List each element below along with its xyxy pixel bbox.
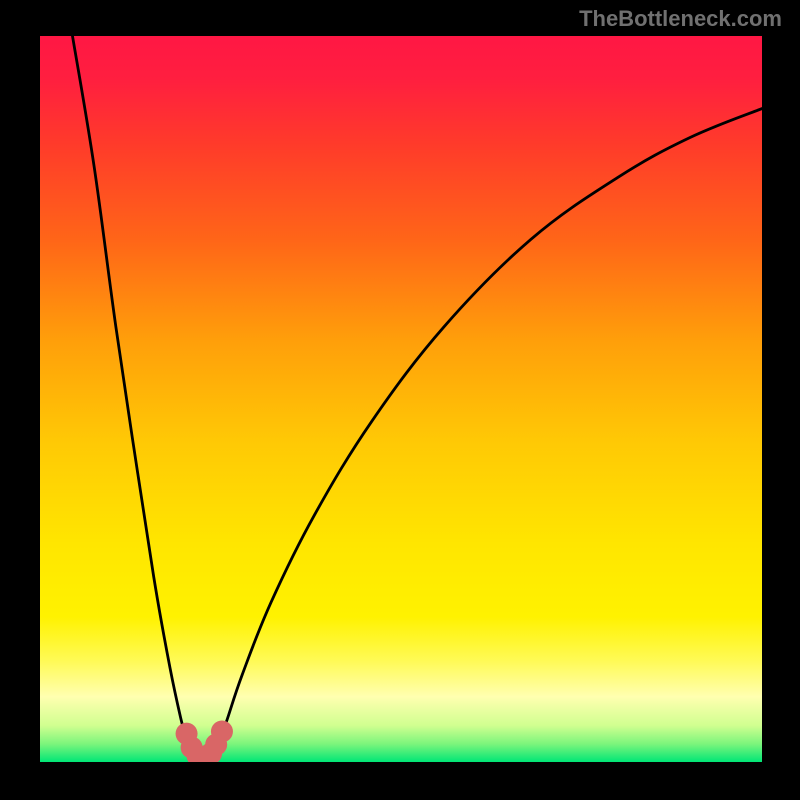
bottleneck-curve-branch <box>219 109 762 741</box>
bottleneck-curve-branch <box>72 36 186 740</box>
watermark-text: TheBottleneck.com <box>579 6 782 32</box>
curve-overlay <box>40 36 762 762</box>
plot-area <box>40 36 762 762</box>
data-marker <box>211 721 233 743</box>
